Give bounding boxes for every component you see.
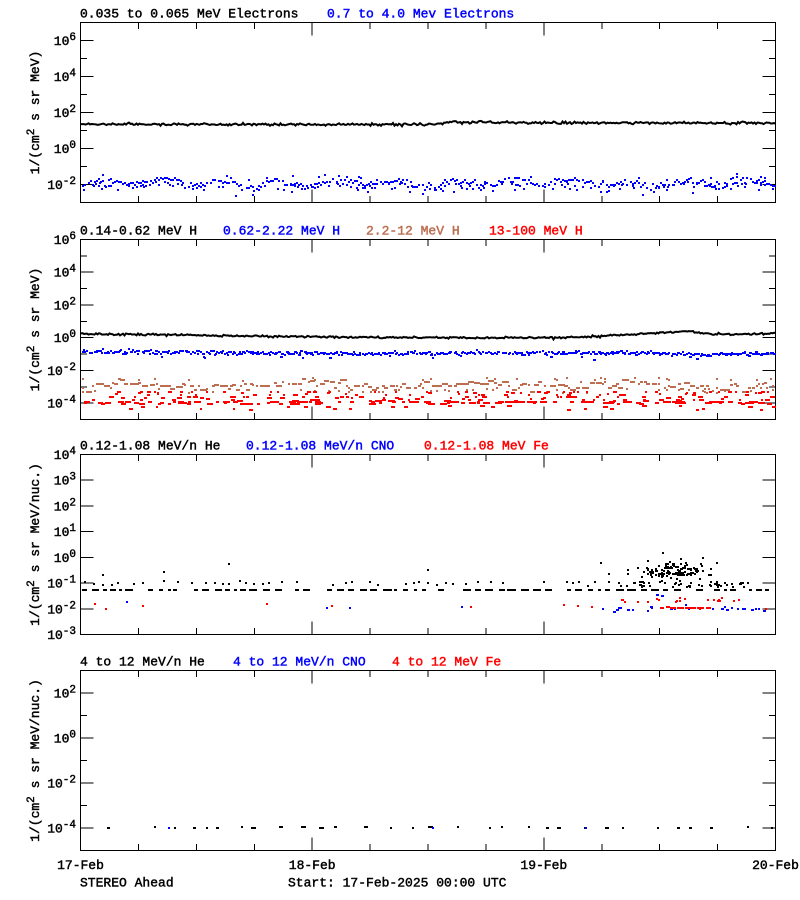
svg-text:2.2-12 MeV H: 2.2-12 MeV H: [366, 224, 460, 239]
svg-text:1/(cm2 s sr MeV/nuc.): 1/(cm2 s sr MeV/nuc.): [26, 679, 43, 842]
svg-text:0.62-2.22 MeV H: 0.62-2.22 MeV H: [223, 224, 340, 239]
svg-text:4 to 12 MeV/n He: 4 to 12 MeV/n He: [80, 655, 205, 670]
svg-text:10-2: 10-2: [47, 775, 76, 792]
svg-text:10-2: 10-2: [47, 176, 76, 193]
svg-text:0.14-0.62 MeV H: 0.14-0.62 MeV H: [80, 224, 197, 239]
svg-text:10-2: 10-2: [47, 362, 76, 379]
svg-text:17-Feb: 17-Feb: [57, 858, 104, 873]
svg-text:0.035 to 0.065 MeV Electrons: 0.035 to 0.065 MeV Electrons: [80, 7, 298, 22]
svg-text:1/(cm2 s sr MeV/nuc.): 1/(cm2 s sr MeV/nuc.): [26, 463, 43, 626]
svg-text:4 to 12 MeV Fe: 4 to 12 MeV Fe: [392, 655, 501, 670]
svg-text:Start: 17-Feb-2025 00:00 UTC: Start: 17-Feb-2025 00:00 UTC: [288, 876, 507, 891]
svg-text:10-2: 10-2: [47, 600, 76, 617]
svg-text:0.7 to 4.0 Mev Electrons: 0.7 to 4.0 Mev Electrons: [327, 7, 514, 22]
svg-text:1/(cm2 s sr MeV): 1/(cm2 s sr MeV): [26, 268, 43, 392]
svg-text:4 to 12 MeV/n CNO: 4 to 12 MeV/n CNO: [233, 655, 366, 670]
svg-text:10-4: 10-4: [47, 820, 76, 837]
svg-text:0.12-1.08 MeV/n CNO: 0.12-1.08 MeV/n CNO: [246, 439, 394, 454]
svg-text:19-Feb: 19-Feb: [520, 858, 567, 873]
svg-text:0.12-1.08 MeV Fe: 0.12-1.08 MeV Fe: [424, 439, 549, 454]
svg-text:103: 103: [54, 472, 76, 489]
svg-text:18-Feb: 18-Feb: [289, 858, 336, 873]
svg-text:20-Feb: 20-Feb: [752, 858, 799, 873]
svg-text:1/(cm2 s sr MeV): 1/(cm2 s sr MeV): [26, 51, 43, 175]
svg-text:13-100 MeV H: 13-100 MeV H: [489, 224, 583, 239]
svg-text:STEREO Ahead: STEREO Ahead: [80, 876, 174, 891]
svg-text:0.12-1.08 MeV/n He: 0.12-1.08 MeV/n He: [80, 439, 220, 454]
